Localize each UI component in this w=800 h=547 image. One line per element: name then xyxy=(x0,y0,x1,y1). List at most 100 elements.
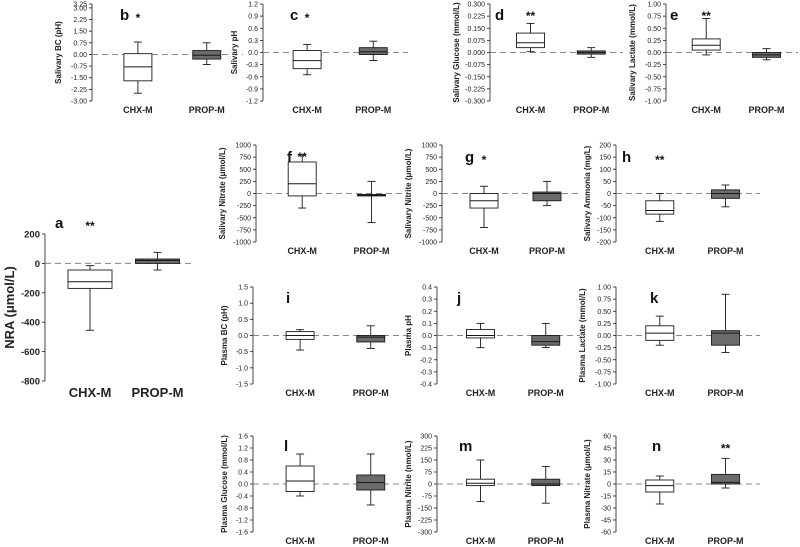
box-chx-m xyxy=(123,41,153,94)
y-tick-label: -0.25 xyxy=(595,345,611,352)
y-tick-label: 0.150 xyxy=(467,26,485,33)
y-tick-label: -0.150 xyxy=(465,74,485,81)
y-tick-label: 0.75 xyxy=(73,40,87,47)
box-prop-m xyxy=(532,180,562,207)
box-chx-m xyxy=(645,475,675,505)
panel-b: b 3.253.00 2.25 1.50 0.75 0.00 -0.75 -1.50 -2.25… xyxy=(54,2,243,115)
y-tick-label: -0.4 xyxy=(236,494,248,501)
y-tick-label: 750 xyxy=(425,155,437,162)
y-tick-label: -100 xyxy=(597,215,611,222)
x-category-label: CHX-M xyxy=(466,388,496,398)
box-chx-m xyxy=(285,329,315,351)
box-iqr xyxy=(358,47,388,55)
box-chx-m xyxy=(466,322,495,349)
y-axis-label: Salivary Glucose (mmol/L) xyxy=(452,2,461,103)
panel-letter: f xyxy=(287,149,293,166)
y-tick-label: 0.8 xyxy=(238,458,248,465)
y-tick-label: 0.9 xyxy=(248,14,258,21)
box-iqr xyxy=(645,200,675,215)
x-category-label: CHX-M xyxy=(645,246,675,256)
x-category-label: CHX-M xyxy=(285,536,315,546)
y-tick-label: -400 xyxy=(21,318,40,329)
y-tick-label: -60 xyxy=(601,530,611,537)
panel-letter: b xyxy=(120,7,129,24)
y-axis-label: Plasma Nitrate (μmol/L) xyxy=(583,439,592,529)
y-axis-label: Plasma Lactate (mmol/L) xyxy=(578,288,587,383)
x-category-label: PROP-M xyxy=(528,388,564,398)
y-tick-label: 0.50 xyxy=(597,309,611,316)
box-prop-m xyxy=(531,322,561,349)
y-axis-label: Salivary pH xyxy=(230,30,239,74)
y-tick-label: 75 xyxy=(424,470,432,477)
box-chx-m xyxy=(292,43,322,76)
x-category-label: CHX-M xyxy=(292,105,322,115)
y-tick-label: 0.4 xyxy=(422,285,432,292)
y-tick-label: -0.6 xyxy=(246,74,258,81)
box-iqr xyxy=(531,335,561,346)
panel-letter: i xyxy=(286,290,290,307)
y-tick-label: 1.50 xyxy=(73,29,87,36)
y-tick-label: 0 xyxy=(607,191,611,198)
y-tick-label: 150 xyxy=(420,458,432,465)
y-tick-label: -3.00 xyxy=(71,99,87,106)
box-prop-m xyxy=(711,457,740,489)
panel-letter: d xyxy=(495,7,504,24)
y-tick-label: -0.3 xyxy=(420,369,432,376)
panel-letter: k xyxy=(650,290,659,307)
y-axis-label: Salivary BC (pH) xyxy=(54,21,63,84)
y-tick-label: -1.0 xyxy=(236,365,248,372)
y-axis-label: Plasma BC (pH) xyxy=(220,305,229,365)
box-iqr xyxy=(466,478,495,487)
y-tick-label: 1000 xyxy=(235,143,251,150)
y-axis-label: Salivary Lactate (mmol/L) xyxy=(628,4,637,101)
box-iqr xyxy=(691,38,721,51)
x-category-label: PROP-M xyxy=(353,388,389,398)
x-category-label: CHX-M xyxy=(516,105,546,115)
y-tick-label: 1.00 xyxy=(597,285,611,292)
y-tick-label: -200 xyxy=(597,240,611,247)
y-tick-label: -0.225 xyxy=(465,86,485,93)
y-tick-label: 150 xyxy=(599,155,611,162)
y-tick-label: -0.50 xyxy=(645,74,661,81)
x-category-label: CHX-M xyxy=(469,246,499,256)
y-tick-label: 200 xyxy=(24,230,40,241)
panel-c: c 1.2 0.9 0.6 0.3 0.0 -0.3 -0.6 -0.9 -1.2 Salivary… xyxy=(230,2,408,115)
y-tick-label: -250 xyxy=(237,203,251,210)
x-category-label: CHX-M xyxy=(691,105,721,115)
box-prop-m xyxy=(358,40,388,62)
box-chx-m xyxy=(691,18,721,56)
panel-n: n 60 45 30 15 0 -15 -30 -45 -60 Plasma Nitrate (μm… xyxy=(583,434,760,546)
panel-j: j 0.4 0.3 0.2 0.1 0.0 -0.1 -0.2 -0.3 -0.4 Plasma p… xyxy=(404,285,580,398)
significance-marker: ** xyxy=(702,9,712,23)
y-tick-label: -0.75 xyxy=(71,64,87,71)
y-tick-label: -30 xyxy=(601,506,611,513)
y-tick-label: 0.0 xyxy=(238,333,248,340)
box-chx-m xyxy=(287,154,317,209)
y-tick-label: -0.075 xyxy=(465,62,485,69)
y-tick-label: 0.25 xyxy=(597,321,611,328)
y-tick-label: -0.2 xyxy=(420,357,432,364)
panel-d: d 0.300 0.225 0.150 0.075 0.000 -0.075 -0.150 -0… xyxy=(452,2,623,115)
y-tick-label: 15 xyxy=(603,470,611,477)
panel-e: e 1.00 0.75 0.50 0.25 0.00 -0.25 -0.50 -0.75 -1.0… xyxy=(628,2,798,115)
y-tick-label: 0 xyxy=(428,482,432,489)
box-iqr xyxy=(711,473,740,485)
y-tick-label: 1000 xyxy=(421,143,437,150)
x-category-label: PROP-M xyxy=(708,388,744,398)
box-iqr xyxy=(356,335,386,343)
panel-letter: j xyxy=(456,290,461,307)
panel-letter: h xyxy=(622,149,631,166)
y-tick-label: 0.300 xyxy=(467,2,485,9)
y-tick-label: -1.2 xyxy=(236,518,248,525)
box-iqr xyxy=(285,465,315,492)
y-tick-label: -0.3 xyxy=(246,62,258,69)
x-category-label: CHX-M xyxy=(69,385,112,400)
y-tick-label: 0.1 xyxy=(422,321,432,328)
x-category-label: CHX-M xyxy=(285,388,315,398)
box-chx-m xyxy=(285,453,315,497)
y-tick-label: -225 xyxy=(418,518,432,525)
y-tick-label: 250 xyxy=(425,179,437,186)
y-tick-label: 3.25 xyxy=(73,2,87,9)
box-iqr xyxy=(67,269,113,289)
y-tick-label: 250 xyxy=(239,179,251,186)
